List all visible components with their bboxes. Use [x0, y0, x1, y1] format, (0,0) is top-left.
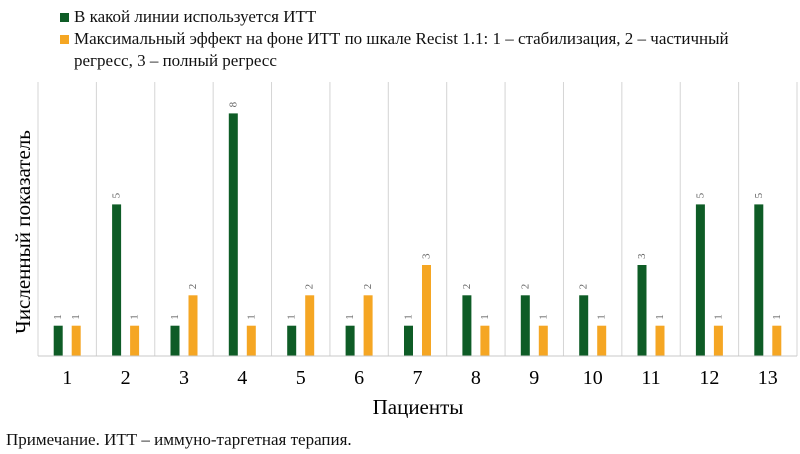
bar-line-8	[462, 295, 472, 356]
bar-effect-3	[188, 295, 198, 356]
x-tick-label: 7	[413, 367, 423, 389]
bar-line-4	[228, 113, 238, 357]
data-label: 1	[654, 314, 666, 320]
x-tick-label: 3	[179, 367, 189, 389]
legend-swatch-orange	[60, 35, 69, 44]
bars	[53, 113, 782, 357]
bar-effect-13	[772, 325, 782, 356]
data-label: 1	[52, 314, 64, 320]
bar-line-6	[345, 325, 355, 356]
legend-swatch-green	[60, 13, 69, 22]
data-label: 3	[636, 253, 648, 259]
x-tick-label: 8	[471, 367, 481, 389]
x-tick-label: 1	[62, 367, 72, 389]
x-tick-label: 11	[641, 367, 660, 389]
data-label: 1	[537, 314, 549, 320]
x-tick-label: 9	[529, 367, 539, 389]
bar-line-2	[112, 204, 122, 356]
bar-line-11	[637, 265, 647, 356]
bar-effect-9	[538, 325, 548, 356]
bar-effect-8	[480, 325, 490, 356]
legend-item-effect: Максимальный эффект на фоне ИТТ по шкале…	[60, 28, 790, 72]
footnote: Примечание. ИТТ – иммуно-таргетная терап…	[6, 430, 352, 449]
data-label: 1	[169, 314, 181, 320]
data-label: 3	[421, 253, 433, 259]
bar-line-5	[287, 325, 297, 356]
bar-line-1	[53, 325, 63, 356]
bar-effect-11	[655, 325, 665, 356]
data-label: 1	[403, 314, 415, 320]
legend-label-line: В какой линии используется ИТТ	[74, 7, 317, 26]
bar-effect-4	[246, 325, 256, 356]
data-label: 1	[70, 314, 82, 320]
data-label: 2	[304, 284, 316, 290]
x-tick-label: 10	[583, 367, 603, 389]
data-label: 2	[187, 284, 199, 290]
data-label: 1	[129, 314, 141, 320]
x-tick-label: 2	[121, 367, 131, 389]
bar-effect-7	[422, 265, 431, 356]
bar-line-12	[695, 204, 705, 356]
bar-effect-6	[363, 295, 373, 356]
data-label: 1	[771, 314, 783, 320]
data-label: 8	[227, 101, 239, 107]
data-label: 2	[362, 284, 374, 290]
data-label: 1	[286, 314, 298, 320]
bar-line-7	[404, 325, 413, 356]
x-tick-label: 6	[354, 367, 364, 389]
legend-label-effect: Максимальный эффект на фоне ИТТ по шкале…	[74, 29, 729, 70]
data-label: 5	[753, 192, 765, 198]
x-tick-labels: 1 2 3 4 5 6 7 8 9 10 11 12 13	[62, 367, 778, 389]
y-axis-title: Численный показатель	[11, 130, 35, 334]
bar-line-3	[170, 325, 180, 356]
bar-effect-12	[713, 325, 723, 356]
data-label: 1	[479, 314, 491, 320]
bar-effect-10	[597, 325, 607, 356]
data-label: 2	[578, 284, 590, 290]
bar-effect-1	[71, 325, 81, 356]
data-label: 1	[245, 314, 257, 320]
x-tick-label: 12	[699, 367, 719, 389]
data-label: 1	[712, 314, 724, 320]
data-label: 5	[111, 192, 123, 198]
data-label: 2	[461, 284, 473, 290]
x-tick-label: 4	[237, 367, 247, 389]
x-tick-label: 13	[758, 367, 778, 389]
legend: В какой линии используется ИТТ Максималь…	[60, 6, 790, 72]
bar-effect-2	[130, 325, 140, 356]
bar-effect-5	[305, 295, 315, 356]
x-axis-title: Пациенты	[373, 395, 464, 419]
x-tick-label: 5	[296, 367, 306, 389]
grid-lines	[37, 82, 798, 356]
bar-line-13	[754, 204, 764, 356]
bar-line-9	[520, 295, 530, 356]
data-label: 2	[519, 284, 531, 290]
data-label: 1	[344, 314, 356, 320]
bar-line-10	[579, 295, 589, 356]
data-label: 5	[694, 192, 706, 198]
legend-item-line: В какой линии используется ИТТ	[60, 6, 790, 28]
data-label: 1	[596, 314, 608, 320]
